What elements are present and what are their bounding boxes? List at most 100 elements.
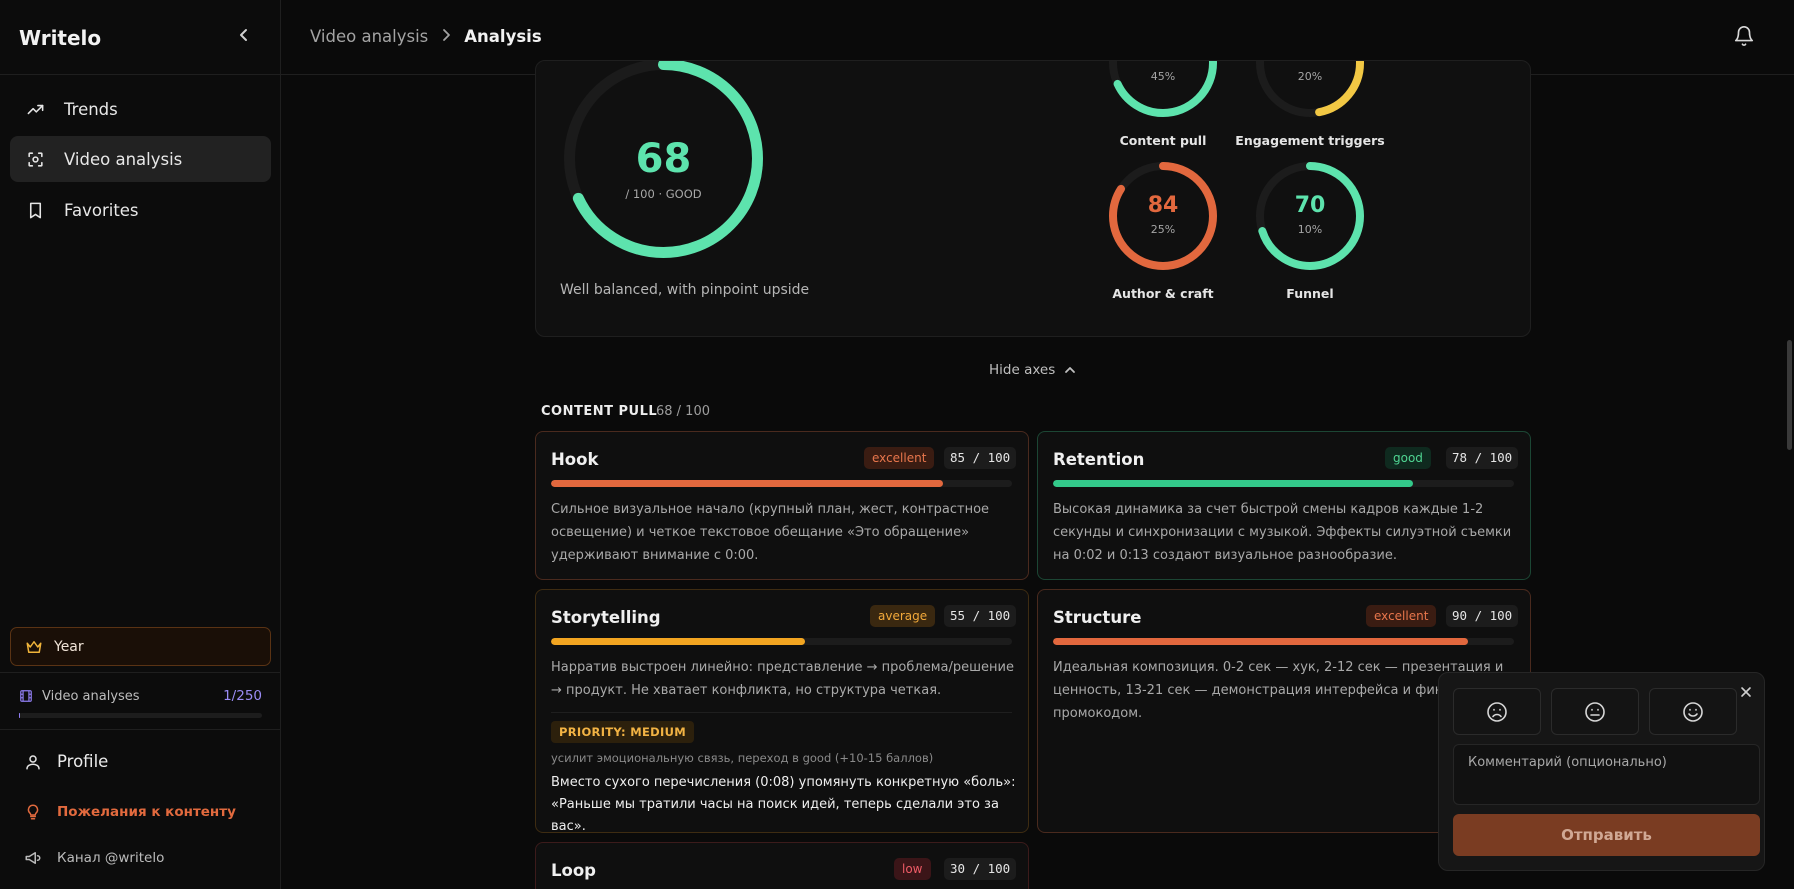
axis-weight: 20% [1297,70,1323,83]
axis-gauge-ring [1109,61,1217,117]
metric-title: Structure [1053,608,1142,627]
brand-logo[interactable]: Writelo [19,26,102,50]
axis-label: Engagement triggers [1235,133,1385,148]
priority-recommendation: Вместо сухого перечисления (0:08) упомян… [551,775,1016,834]
axis-weight: 10% [1297,223,1323,236]
priority-badge: PRIORITY: MEDIUM [551,721,694,743]
metric-score: 90 / 100 [1446,605,1519,627]
chevron-up-icon [1064,363,1076,377]
usage-progress-bar [19,713,262,718]
metric-progress-fill [1053,638,1468,645]
profile-label: Profile [57,752,109,771]
content-wishes-label: Пожелания к контенту [57,804,236,820]
overall-score-caption: Well balanced, with pinpoint upside [560,282,810,298]
metric-card-hook[interactable]: Hook excellent 85 / 100 Сильное визуальн… [535,431,1029,580]
rating-happy-button[interactable] [1649,688,1737,735]
axis-gauge-ring [1109,162,1217,270]
chevron-right-icon [441,27,451,46]
metric-progress-bar [551,480,1012,487]
sidebar-header: Writelo [0,0,280,75]
sidebar-item-trends[interactable]: Trends [10,86,271,132]
breadcrumb: Video analysis Analysis [310,27,542,46]
rating-sad-button[interactable] [1453,688,1541,735]
scan-icon [24,148,46,170]
metric-score: 30 / 100 [944,858,1017,880]
hide-axes-label: Hide axes [989,362,1056,378]
score-summary-card: 68 / 100 · GOOD Well balanced, with pinp… [535,60,1531,337]
axis-gauge-ring [1256,162,1364,270]
close-feedback-button[interactable] [1740,684,1752,702]
metric-card-retention[interactable]: Retention good 78 / 100 Высокая динамика… [1037,431,1531,580]
metric-progress-fill [551,480,943,487]
axis-gauge-funnel[interactable]: 70 10% Funnel [1235,159,1385,301]
axis-weight: 25% [1150,223,1176,236]
overall-score-value: 68 [635,136,692,182]
notifications-button[interactable] [1733,25,1757,49]
axis-gauge-ring [1256,61,1364,117]
sad-face-icon [1487,701,1507,722]
priority-note: усилит эмоциональную связь, переход в go… [551,751,934,765]
metric-progress-fill [551,638,805,645]
metric-title: Retention [1053,450,1145,469]
overall-score-arc [564,61,763,258]
collapse-sidebar-button[interactable] [233,24,255,50]
sidebar-item-label: Video analysis [64,149,183,169]
plan-badge[interactable]: Year [10,627,271,666]
metric-title: Hook [551,450,599,469]
metric-title: Storytelling [551,608,661,627]
metric-card-storytelling[interactable]: Storytelling average 55 / 100 Нарратив в… [535,589,1029,834]
metric-description: Идеальная композиция. 0-2 сек — хук, 2-1… [1053,660,1504,721]
axis-gauge-engagement-triggers[interactable]: 47 20% Engagement triggers [1235,61,1385,148]
overall-score-subtitle: / 100 · GOOD [625,187,702,201]
metric-title: Loop [551,861,596,880]
metric-card-loop[interactable]: Loop low 30 / 100 [535,842,1029,889]
plan-label: Year [54,638,84,655]
bookmark-icon [24,199,46,221]
sidebar-item-label: Trends [64,99,118,119]
sidebar-item-favorites[interactable]: Favorites [10,187,271,233]
axis-weight: 45% [1150,70,1176,83]
axis-gauge-content-pull[interactable]: 68 45% Content pull [1088,61,1238,148]
axis-label: Funnel [1286,286,1334,301]
axis-label: Content pull [1119,133,1207,148]
neutral-face-icon [1585,701,1605,722]
usage-row: Video analyses 1/250 [19,688,262,704]
metric-badge: low [894,858,931,880]
metric-score: 55 / 100 [944,605,1017,627]
scrollbar[interactable] [1785,75,1794,889]
sidebar-item-video-analysis[interactable]: Video analysis [10,136,271,182]
metric-progress-bar [1053,638,1514,645]
close-icon [1741,687,1751,697]
metric-score: 85 / 100 [944,447,1017,469]
section-score: 68 / 100 [656,404,710,419]
overall-score-gauge [564,61,763,258]
scrollbar-thumb[interactable] [1787,340,1792,450]
section-title: CONTENT PULL [541,404,658,419]
channel-link[interactable]: Канал @writelo [24,849,164,867]
axis-label: Author & craft [1112,286,1214,301]
bell-icon [1734,26,1754,47]
content-wishes-link[interactable]: Пожелания к контенту [24,803,236,821]
usage-label: Video analyses [42,688,140,704]
sidebar-item-label: Favorites [64,200,139,220]
metric-progress-bar [1053,480,1514,487]
feedback-send-button[interactable]: Отправить [1453,814,1760,856]
metric-score: 78 / 100 [1446,447,1519,469]
feedback-popup: Комментарий (опционально) Отправить [1438,672,1765,871]
crown-icon [26,640,42,653]
sidebar: Writelo Trends Video analysis Favorites … [0,0,281,889]
breadcrumb-video-analysis[interactable]: Video analysis [310,27,429,46]
hide-axes-toggle[interactable]: Hide axes [989,362,1076,378]
profile-link[interactable]: Profile [24,752,108,771]
rating-neutral-button[interactable] [1551,688,1639,735]
axis-score: 70 [1294,193,1326,218]
usage-count: 1/250 [223,688,262,704]
breadcrumb-current: Analysis [464,27,542,46]
axis-score: 84 [1147,193,1179,218]
metric-description: Высокая динамика за счет быстрой смены к… [1053,502,1512,563]
metric-badge: excellent [864,447,935,469]
axis-gauge-author-craft[interactable]: 84 25% Author & craft [1088,159,1238,301]
feedback-comment-input[interactable]: Комментарий (опционально) [1453,744,1760,805]
channel-label: Канал @writelo [57,850,165,866]
happy-face-icon [1683,701,1703,722]
